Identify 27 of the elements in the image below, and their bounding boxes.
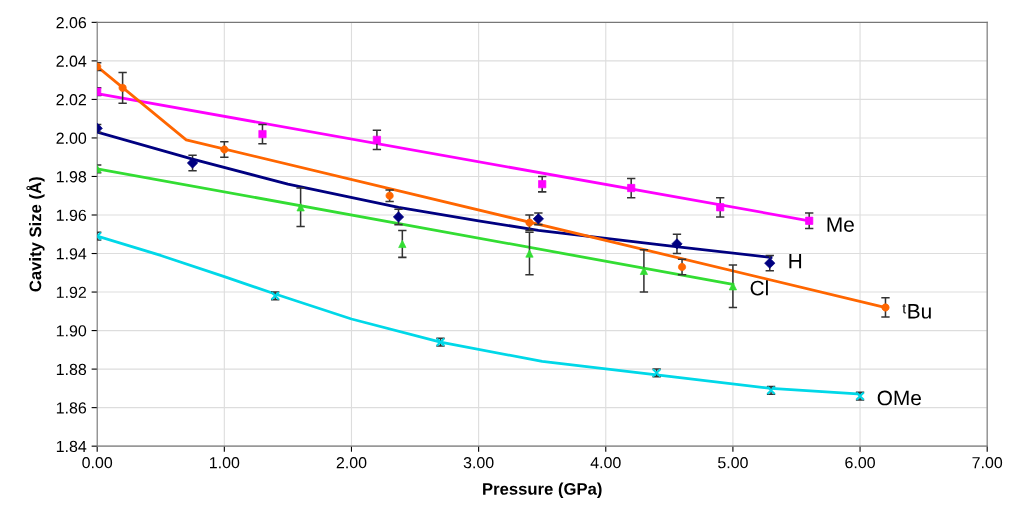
y-tick-label: 1.86 <box>56 402 87 414</box>
x-tick-label: 2.00 <box>336 457 367 469</box>
y-tick-label: 2.00 <box>56 132 87 144</box>
y-axis-title: Cavity Size (Å) <box>26 177 45 292</box>
y-tick-label: 2.06 <box>56 16 87 29</box>
x-tick-label: 7.00 <box>972 457 1003 469</box>
series-label: Cl <box>750 280 768 296</box>
y-tick-label: 2.04 <box>56 55 87 67</box>
x-tick-label: 1.00 <box>210 457 240 469</box>
x-tick-label: 0.00 <box>82 457 113 469</box>
x-tick-label: 5.00 <box>718 457 748 469</box>
series-label: H <box>789 253 802 269</box>
y-tick-label: 1.90 <box>56 325 87 337</box>
y-tick-label: 1.92 <box>56 286 86 298</box>
x-tick-label: 6.00 <box>845 457 875 469</box>
series-label: ᵗBu <box>902 303 931 319</box>
y-tick-label: 1.98 <box>56 171 87 183</box>
series-label: Me <box>827 217 854 232</box>
y-tick-label: 1.88 <box>56 363 87 376</box>
y-tick-label: 2.02 <box>56 94 86 106</box>
x-tick-label: 4.00 <box>590 457 621 469</box>
y-tick-label: 1.84 <box>56 440 87 453</box>
y-tick-label: 1.96 <box>56 209 87 221</box>
y-tick-label: 1.94 <box>56 248 87 260</box>
x-tick-label: 3.00 <box>463 457 494 469</box>
x-axis-title: Pressure (GPa) <box>483 482 602 499</box>
series-label: OMe <box>877 390 921 406</box>
